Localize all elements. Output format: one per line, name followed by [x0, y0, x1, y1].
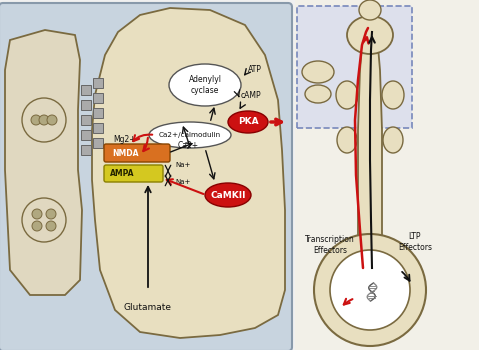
Text: AMPA: AMPA — [110, 168, 134, 177]
Circle shape — [46, 209, 56, 219]
FancyBboxPatch shape — [297, 6, 412, 128]
Text: Mg2+: Mg2+ — [113, 135, 136, 145]
Text: PKA: PKA — [238, 118, 258, 126]
Circle shape — [32, 221, 42, 231]
FancyBboxPatch shape — [104, 165, 163, 182]
Polygon shape — [5, 30, 82, 295]
Ellipse shape — [149, 122, 231, 148]
Circle shape — [47, 115, 57, 125]
Ellipse shape — [382, 81, 404, 109]
Text: Na+: Na+ — [175, 162, 190, 168]
Text: CaMKII: CaMKII — [210, 190, 246, 199]
Text: NMDA: NMDA — [113, 148, 139, 158]
Ellipse shape — [205, 183, 251, 207]
Ellipse shape — [169, 64, 241, 106]
Text: LTP
Effectors: LTP Effectors — [398, 232, 432, 252]
Circle shape — [22, 198, 66, 242]
Circle shape — [46, 221, 56, 231]
Text: Na+: Na+ — [175, 179, 190, 185]
Circle shape — [314, 234, 426, 346]
Polygon shape — [92, 8, 285, 338]
FancyBboxPatch shape — [0, 3, 292, 350]
Circle shape — [31, 115, 41, 125]
Text: Transcription
Effectors: Transcription Effectors — [305, 235, 355, 255]
Text: Ca2+/calmodulin: Ca2+/calmodulin — [159, 132, 221, 138]
Ellipse shape — [305, 85, 331, 103]
Ellipse shape — [337, 127, 357, 153]
Circle shape — [39, 115, 49, 125]
FancyBboxPatch shape — [104, 144, 170, 162]
Text: cAMP: cAMP — [241, 91, 262, 99]
Circle shape — [32, 209, 42, 219]
Ellipse shape — [347, 16, 393, 54]
Text: ATP: ATP — [248, 65, 262, 75]
Bar — [295, 0, 479, 350]
Text: Adenylyl
cyclase: Adenylyl cyclase — [189, 75, 221, 95]
Ellipse shape — [228, 111, 268, 133]
Polygon shape — [358, 35, 382, 268]
Text: Glutamate: Glutamate — [124, 303, 172, 313]
Ellipse shape — [302, 61, 334, 83]
Circle shape — [22, 98, 66, 142]
Ellipse shape — [359, 0, 381, 20]
Ellipse shape — [336, 81, 358, 109]
Ellipse shape — [383, 127, 403, 153]
Circle shape — [330, 250, 410, 330]
Text: Ca2+: Ca2+ — [178, 141, 199, 150]
